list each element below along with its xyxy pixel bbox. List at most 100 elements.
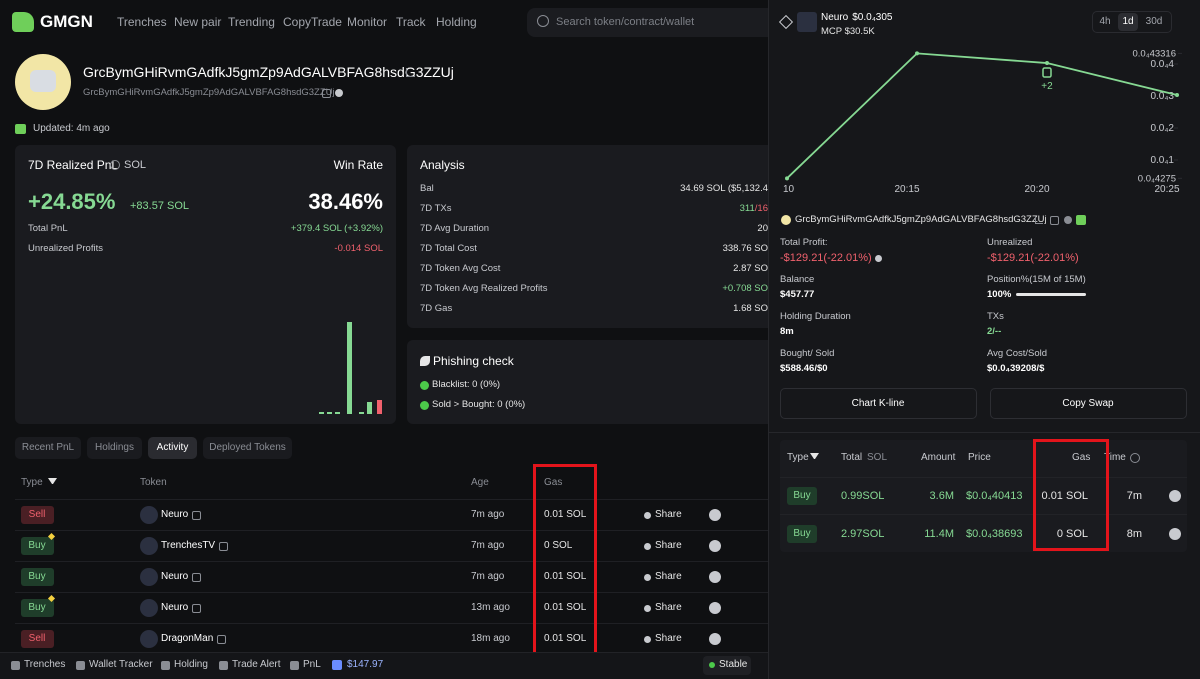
panel-button[interactable] [780,388,977,419]
x-tick-label: 20:15 [894,184,919,195]
nav-link[interactable]: Trenches [117,15,167,29]
panel-button-label[interactable]: Chart K-line [851,398,905,409]
stat-label: Avg Cost/Sold [987,348,1048,359]
annotation-label: 0.0₄4275 [1138,173,1176,184]
row-divider [15,592,768,593]
analysis-label: 7D Token Avg Realized Profits [420,283,548,294]
column-header: Time [1104,452,1126,463]
tab[interactable] [148,437,197,459]
tab-label[interactable]: Recent PnL [21,442,75,453]
status-dot [419,380,429,390]
nav-link[interactable]: CopyTrade [283,15,342,29]
timeframe[interactable]: 1d [1122,16,1134,27]
token-panel [768,0,1200,679]
analysis-label: 7D Avg Duration [420,223,490,234]
stat-value: $0.0₄39208/$ [987,363,1045,374]
solscan-icon [335,89,343,97]
badge-icon [15,124,26,134]
analysis-value-loss: /16 [754,203,768,214]
row-divider [780,514,1187,515]
filter-icon[interactable] [686,541,696,551]
tab-label[interactable]: Holdings [95,442,134,453]
bottom-icon [11,661,20,670]
bottom-link[interactable]: Trade Alert [232,659,281,670]
column-header: Type [21,477,43,488]
panel-button[interactable] [990,388,1187,419]
share-button[interactable]: Share [655,540,682,551]
copy-icon [322,89,331,98]
stat-value: 100% [987,289,1012,300]
annotation-label: 0.0₄43316 [1132,48,1176,59]
trade-marker [1042,67,1052,78]
filter-icon[interactable] [48,478,57,484]
trade-type: Buy [28,540,46,551]
bottom-link[interactable]: Holding [174,659,208,670]
trade-amount: 3.6M [929,490,954,502]
stat-value: -$129.21(-22.01%) [987,252,1079,264]
type-badge [21,599,54,617]
analysis-label: 7D Gas [420,303,453,314]
tab[interactable] [203,437,292,459]
nav-link[interactable]: Monitor [347,15,388,29]
token-avatar [797,12,817,32]
bottom-link[interactable]: PnL [303,659,321,670]
avatar-figure [30,70,56,92]
filter-icon[interactable] [686,634,696,644]
token-icon [140,506,158,524]
token-name: Neuro [161,602,189,613]
status-pill [703,656,751,675]
column-header: Total [841,452,863,463]
column-header: SOL [867,452,888,463]
timeframe[interactable]: 30d [1145,16,1163,27]
tab-label[interactable]: Activity [156,442,189,453]
trade-gas: 0.01 SOL [1041,490,1088,502]
tab[interactable] [15,437,81,459]
pnl-row-value: +379.4 SOL (+3.92%) [290,223,383,234]
filter-icon[interactable] [686,603,696,613]
trade-age: 7m ago [471,571,505,582]
filter-icon[interactable] [810,453,819,459]
trade-gas: 0 SOL [1056,528,1088,540]
status-dot [709,662,715,668]
trade-age: 18m ago [471,633,510,644]
timeframe[interactable]: 4h [1099,16,1111,27]
phishing-title: Phishing check [433,354,514,368]
share-icon [643,542,651,550]
row-divider [15,561,768,562]
column-header: Gas [1072,452,1091,463]
tab[interactable] [87,437,142,459]
bottom-link[interactable]: Wallet Tracker [89,659,153,670]
share-button[interactable]: Share [655,602,682,613]
pnl-bar [367,402,372,414]
filter-icon[interactable] [686,572,696,582]
nav-link[interactable]: New pair [174,15,222,29]
stat-value: $588.46/$0 [780,363,828,374]
stat-value: -$129.21(-22.01%) [780,252,872,264]
pnl-sol: +83.57 SOL [130,200,190,212]
edit-icon [406,68,415,77]
search-box[interactable] [527,8,777,37]
copy-icon [1050,216,1059,225]
share-button[interactable]: Share [655,571,682,582]
type-badge [787,487,817,505]
pnl-row-value: -0.014 SOL [334,243,383,254]
nav-link[interactable]: Holding [436,15,477,29]
trade-marker-label: +2 [1041,81,1053,92]
nav-link[interactable]: Track [396,15,426,29]
panel-button-label[interactable]: Copy Swap [1062,398,1114,409]
trade-gas: 0 SOL [544,540,573,551]
stat-label: Holding Duration [780,311,851,322]
analysis-value: +0.708 SO [722,283,768,294]
share-button[interactable]: Share [655,509,682,520]
x-tick-label: 20:20 [1024,184,1049,195]
bottom-link[interactable]: Trenches [24,659,66,670]
y-tick-label: 0.0₄2 [1150,123,1174,134]
tab-label[interactable]: Deployed Tokens [209,442,286,453]
filter-icon[interactable] [686,510,696,520]
type-badge [21,537,54,555]
nav-link[interactable]: Trending [228,15,275,29]
share-button[interactable]: Share [655,633,682,644]
share-icon [874,254,882,262]
menu-icon [709,571,721,583]
